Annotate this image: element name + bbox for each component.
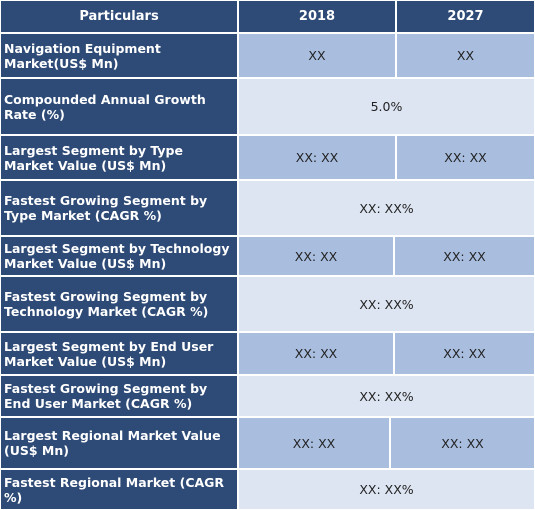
value-2027-navigation-equipment-market: XX xyxy=(396,33,535,78)
row-label-fastest-segment-type: Fastest Growing Segment by Type Market (… xyxy=(0,180,238,236)
row-label-largest-regional-market: Largest Regional Market Value (US$ Mn) xyxy=(0,417,238,469)
value-2027-largest-segment-technology: XX: XX xyxy=(394,236,535,276)
row-label-largest-segment-end-user: Largest Segment by End User Market Value… xyxy=(0,332,238,375)
row-label-largest-segment-type: Largest Segment by Type Market Value (US… xyxy=(0,135,238,180)
header-2018: 2018 xyxy=(238,0,396,33)
header-particulars: Particulars xyxy=(0,0,238,33)
row-label-fastest-segment-technology: Fastest Growing Segment by Technology Ma… xyxy=(0,276,238,332)
value-fastest-regional-market: XX: XX% xyxy=(238,469,535,510)
row-label-largest-segment-technology: Largest Segment by Technology Market Val… xyxy=(0,236,238,276)
value-2027-largest-segment-end-user: XX: XX xyxy=(394,332,535,375)
value-fastest-segment-technology: XX: XX% xyxy=(238,276,535,332)
value-2018-largest-segment-end-user: XX: XX xyxy=(238,332,394,375)
row-label-cagr: Compounded Annual Growth Rate (%) xyxy=(0,78,238,135)
row-label-fastest-regional-market: Fastest Regional Market (CAGR %) xyxy=(0,469,238,510)
value-fastest-segment-end-user: XX: XX% xyxy=(238,375,535,417)
value-2018-largest-regional-market: XX: XX xyxy=(238,417,390,469)
row-label-fastest-segment-end-user: Fastest Growing Segment by End User Mark… xyxy=(0,375,238,417)
value-fastest-segment-type: XX: XX% xyxy=(238,180,535,236)
value-2027-largest-segment-type: XX: XX xyxy=(396,135,535,180)
row-label-navigation-equipment-market: Navigation Equipment Market(US$ Mn) xyxy=(0,33,238,78)
value-2027-largest-regional-market: XX: XX xyxy=(390,417,535,469)
value-2018-largest-segment-technology: XX: XX xyxy=(238,236,394,276)
value-cagr: 5.0% xyxy=(238,78,535,135)
value-2018-largest-segment-type: XX: XX xyxy=(238,135,396,180)
header-2027: 2027 xyxy=(396,0,535,33)
value-2018-navigation-equipment-market: XX xyxy=(238,33,396,78)
